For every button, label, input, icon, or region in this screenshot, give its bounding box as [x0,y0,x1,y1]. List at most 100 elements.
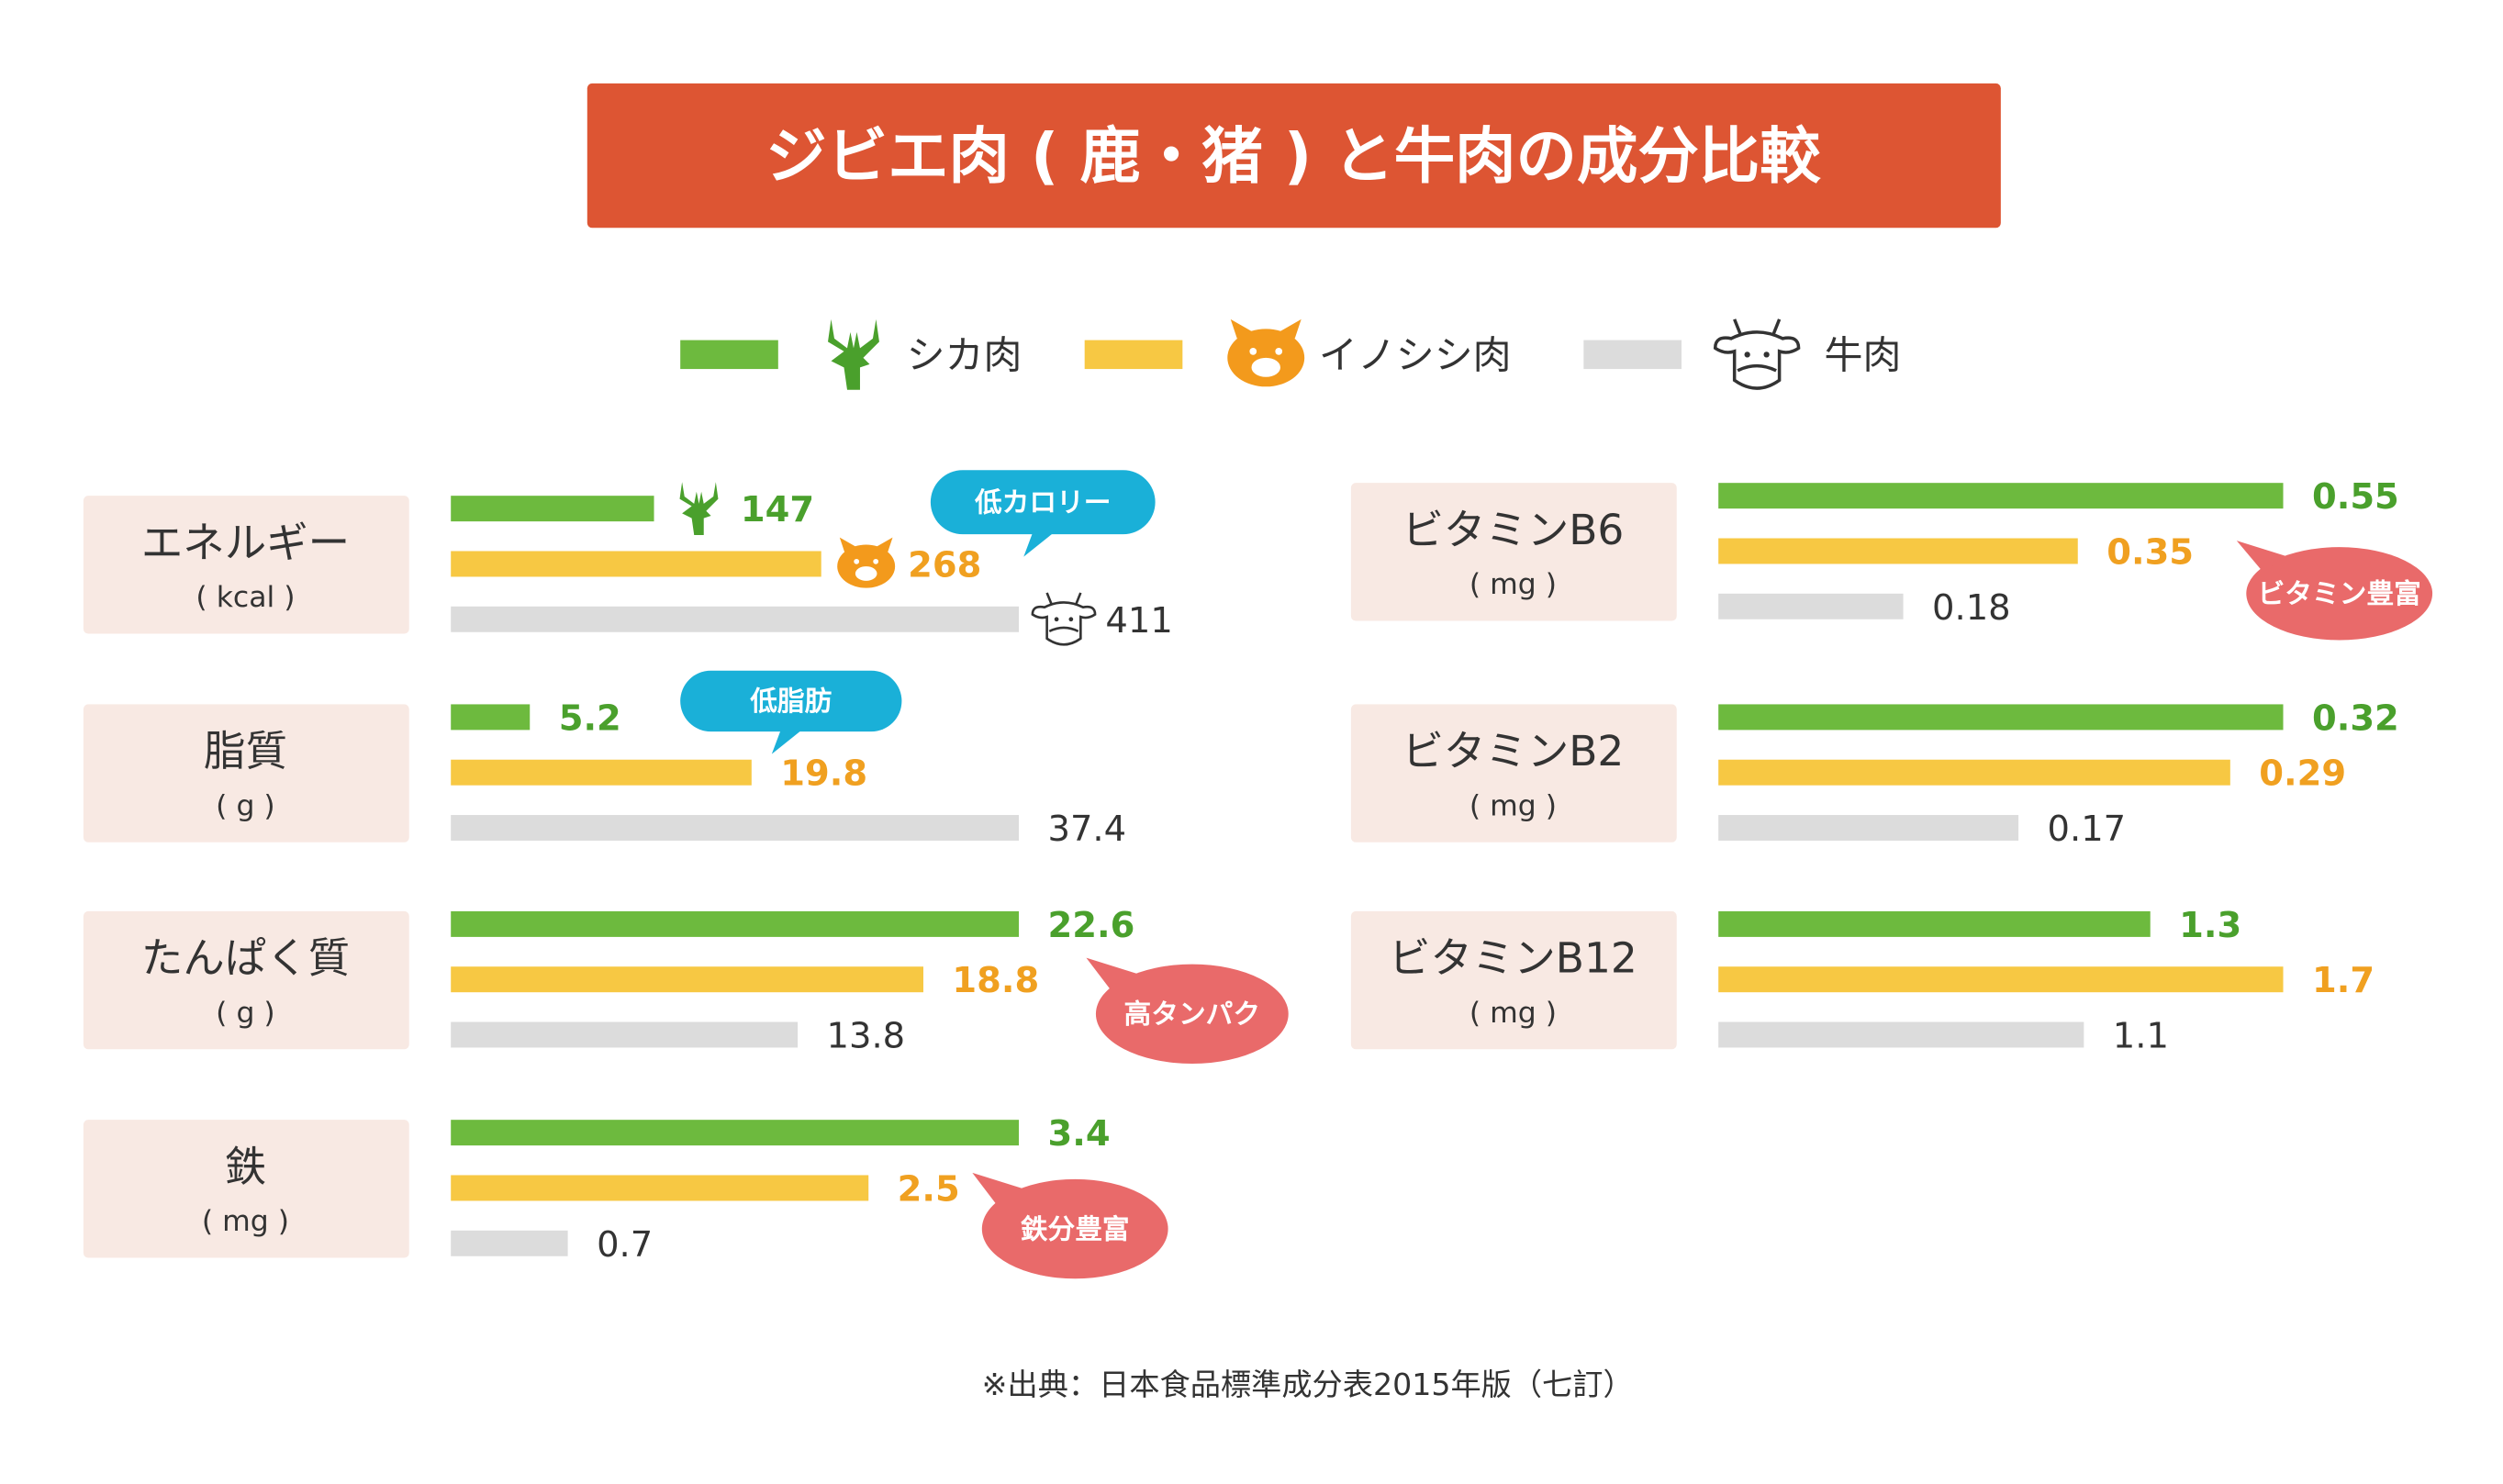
panel-title: ビタミンB6 [1402,506,1625,554]
boar-head [1227,329,1305,387]
callout-text: 鉄分豊富 [1021,1213,1130,1245]
deer-shape [679,482,719,535]
boar-eye [1249,347,1257,355]
bar [451,496,654,522]
label-box [83,496,409,634]
callout-text: 高タンパク [1124,999,1261,1031]
bar [451,1175,869,1201]
value-label: 1.1 [2113,1016,2169,1057]
value-label: 411 [1105,600,1172,642]
bar [451,1120,1020,1146]
title: ジビエ肉 ( 鹿・猪 ) と牛肉の成分比較 [765,120,1821,192]
value-label: 13.8 [827,1016,906,1057]
boar-ears [839,537,893,552]
value-label: 0.17 [2048,809,2127,850]
bar [1718,910,2151,937]
callout-blob [1095,964,1289,1064]
label-box [1350,483,1677,621]
label-box [1350,910,1677,1050]
value-label: 1.7 [2312,960,2374,1001]
cow-eye [1744,351,1750,358]
bar [451,966,923,993]
bar [451,910,1020,937]
legend-label: シカ肉 [907,332,1022,377]
callout-blob [981,1178,1168,1279]
bar [1718,1021,2084,1048]
source: ※出典：日本食品標準成分表2015年版（七訂） [982,1367,1634,1402]
cow-icon [1031,592,1097,646]
callout-tail [2236,541,2288,572]
callout-blob [2246,547,2433,641]
value-label: 0.7 [597,1224,653,1266]
boar-icon [837,537,896,588]
bar [1718,759,2230,786]
boar-icon [1227,318,1305,387]
value-label: 1.3 [2179,905,2241,946]
value-label: 22.6 [1047,905,1134,946]
legend-label: 牛肉 [1825,332,1902,377]
boar-head [837,544,896,588]
panel-title: ビタミンB12 [1389,934,1637,983]
bar [451,1021,799,1048]
panel-unit: ( mg ) [1469,568,1557,601]
bar [1718,815,2019,842]
panel-unit: ( mg ) [1469,789,1557,822]
boar-eye [1275,347,1283,355]
label-box [83,1120,409,1258]
cow-shape [1713,318,1801,390]
label-box [1350,704,1677,842]
boar-eye [854,558,860,564]
label-box [83,910,409,1050]
value-label: 3.4 [1047,1113,1110,1155]
value-label: 19.8 [780,753,867,795]
cow-icon [1713,318,1801,390]
panel-title: 鉄 [225,1143,266,1191]
callout-text: ビタミン豊富 [2258,578,2421,610]
callout-text: 低脂肪 [749,686,832,718]
callout-tail [1023,530,1056,557]
bar [1718,704,2284,731]
bar [451,606,1020,632]
legend-swatch [1583,340,1682,370]
callout-text: 低カロリー [974,486,1112,519]
deer-icon [679,482,719,535]
panel-unit: ( mg ) [202,1205,289,1238]
panel-unit: ( g ) [216,789,275,822]
bar [1718,593,1904,619]
bar [451,815,1020,842]
panel-title: エネルギー [141,519,350,567]
deer-icon [828,318,879,390]
value-label: 18.8 [952,960,1039,1001]
deer-shape [828,318,879,390]
panel-unit: ( kcal ) [196,581,295,614]
bar [451,1230,568,1256]
panel-title: ビタミンB2 [1402,727,1625,775]
callout-bubble [930,470,1156,535]
boar-snout [1251,357,1280,377]
bar [451,704,531,731]
value-label: 2.5 [898,1168,960,1210]
panel-unit: ( g ) [216,997,275,1030]
value-label: 0.35 [2106,531,2194,573]
callout-tail [771,728,804,754]
title-box [587,83,2001,229]
bar [1718,483,2284,509]
bar [451,551,821,577]
boar-snout [855,566,877,581]
value-label: 5.2 [559,697,621,739]
value-label: 147 [741,489,814,530]
value-label: 0.32 [2312,697,2399,739]
label-box [83,704,409,842]
callout-bubble [680,670,902,732]
bar [451,759,752,786]
legend-swatch [680,340,778,370]
callout-tail [972,1172,1024,1207]
callout-tail [1086,957,1138,992]
bar [1718,538,2078,564]
boar-ears [1230,318,1302,339]
value-label: 37.4 [1047,809,1126,850]
legend-label: イノシシ肉 [1319,332,1512,377]
value-label: 268 [908,544,981,586]
